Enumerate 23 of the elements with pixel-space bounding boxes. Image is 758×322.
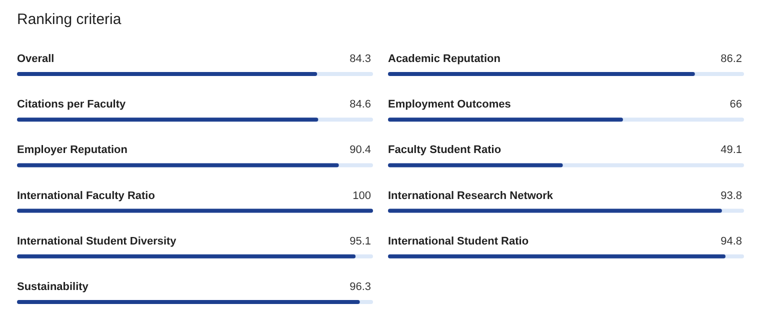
- y-tick-label: Employment Outcomes: [388, 98, 511, 111]
- data-label: 96.3: [350, 280, 371, 293]
- data-label: 94.8: [720, 235, 742, 248]
- y-tick-label: International Faculty Ratio: [17, 190, 156, 202]
- data-label: 86.2: [720, 53, 742, 65]
- y-tick-label: Employer Reputation: [17, 144, 128, 156]
- data-label: 95.1: [350, 235, 371, 248]
- y-tick-label: International Student Ratio: [388, 235, 529, 248]
- y-tick-label: International Research Network: [388, 190, 554, 202]
- y-tick-label: International Student Diversity: [17, 235, 178, 248]
- data-label: 49.1: [720, 144, 742, 156]
- data-label: 84.6: [350, 98, 371, 111]
- data-label: 66: [730, 98, 742, 111]
- data-label: 84.3: [350, 53, 371, 65]
- y-tick-label: Faculty Student Ratio: [388, 144, 502, 156]
- y-tick-label: Overall: [17, 53, 54, 65]
- y-tick-label: Sustainability: [17, 280, 90, 293]
- data-label: 100: [352, 190, 371, 202]
- y-tick-label: Academic Reputation: [388, 53, 501, 65]
- data-label: 90.4: [350, 144, 371, 156]
- y-tick-label: Citations per Faculty: [17, 98, 127, 111]
- data-label: 93.8: [720, 190, 742, 202]
- chart-title: Ranking criteria: [17, 11, 122, 28]
